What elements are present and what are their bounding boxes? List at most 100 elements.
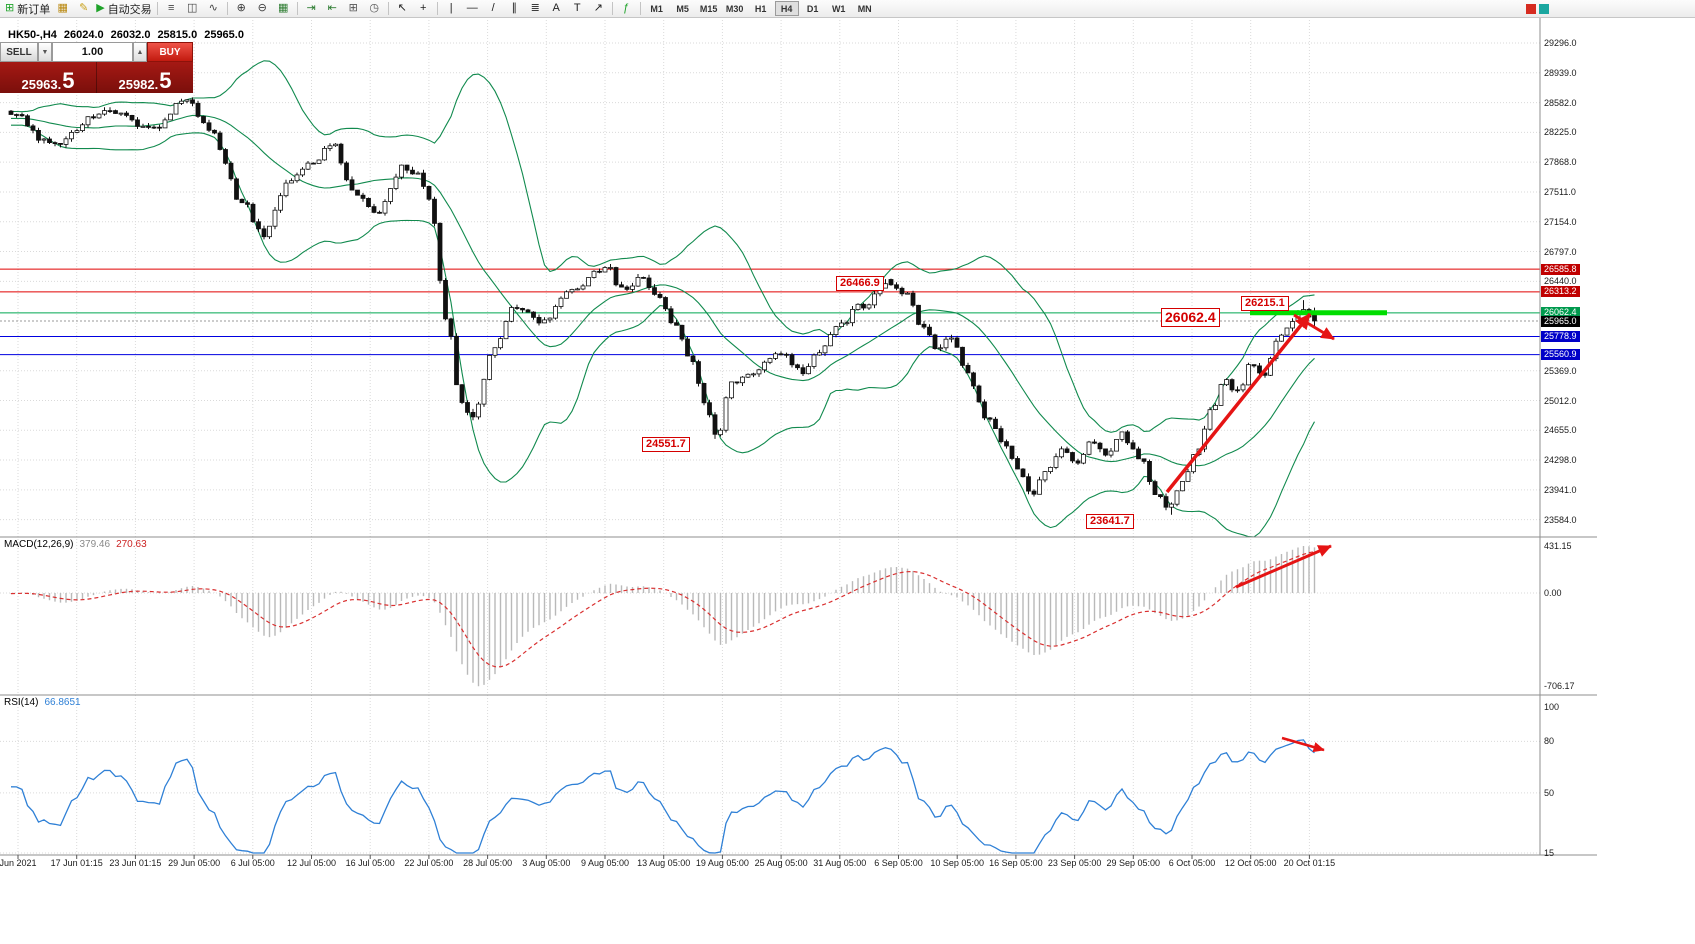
timeframe-h4-button[interactable]: H4 — [774, 1, 799, 16]
macd-signal-value: 270.63 — [116, 539, 147, 550]
volume-increase-button[interactable]: ▲ — [133, 42, 147, 62]
ohlc-close: 25965.0 — [204, 29, 244, 41]
macd-indicator-label: MACD(12,26,9) 379.46 270.63 — [4, 539, 153, 550]
toolbar-separator — [387, 2, 389, 15]
zoom-in-button[interactable]: ⊕ — [231, 1, 252, 17]
bollinger-middle-band — [11, 114, 1315, 467]
tile-windows-button[interactable]: ▦ — [273, 1, 294, 17]
pane-separators — [0, 18, 1597, 856]
sell-button[interactable]: SELL — [0, 42, 38, 62]
pullback-arrow[interactable] — [1293, 313, 1335, 341]
price-big-digit: 5 — [62, 68, 75, 94]
fibonacci-tool-button[interactable]: ≣ — [525, 1, 546, 17]
volume-input[interactable] — [52, 42, 133, 62]
channel-tool-button[interactable]: ∥ — [504, 1, 525, 17]
time-axis-ticks — [17, 855, 1310, 859]
timeframe-m30-button[interactable]: M30 — [723, 1, 747, 16]
period-menu-button[interactable]: ◷ — [364, 1, 385, 17]
bollinger-bands — [11, 60, 1315, 538]
metaeditor-icon: ✎ — [79, 2, 89, 14]
horizontal-line-tool-button[interactable]: — — [462, 1, 483, 17]
price-main-digits: 25982. — [118, 77, 159, 92]
metaeditor-button[interactable]: ✎ — [73, 1, 94, 17]
rsi-line — [10, 739, 1315, 854]
text-tool-icon: A — [552, 2, 560, 14]
timeframe-mn-button[interactable]: MN — [853, 1, 877, 16]
bar-chart-mode-icon: ≡ — [167, 2, 175, 14]
trade-prices-row: 25963. 5 25982. 5 — [0, 62, 193, 93]
candlestick-mode-icon: ◫ — [186, 2, 198, 14]
new-order-icon: ⊞ — [5, 2, 15, 14]
buy-price[interactable]: 25982. 5 — [96, 62, 193, 93]
symbol-period-label: HK50-,H4 — [8, 29, 57, 41]
rsi-value: 66.8651 — [44, 697, 81, 708]
rsi-momentum-arrow[interactable] — [1281, 736, 1325, 753]
sell-price[interactable]: 25963. 5 — [0, 62, 96, 93]
connection-indicator[interactable] — [1539, 4, 1549, 14]
timeframe-m15-button[interactable]: M15 — [697, 1, 721, 16]
indicators-button[interactable]: ƒ — [616, 1, 637, 17]
trendline-tool-button[interactable]: / — [483, 1, 504, 17]
toolbar-separator — [226, 2, 228, 15]
trend-arrows — [1165, 312, 1335, 753]
candlestick-series — [8, 97, 1317, 515]
volume-decrease-button[interactable]: ▼ — [38, 42, 52, 62]
price-rally-arrow[interactable] — [1165, 312, 1312, 494]
chart-grid — [0, 20, 1540, 855]
chart-shift-button[interactable]: ⇤ — [322, 1, 343, 17]
auto-scroll-button[interactable]: ⇥ — [301, 1, 322, 17]
bollinger-upper-band — [11, 60, 1315, 433]
zoom-out-icon: ⊖ — [257, 2, 267, 14]
trendline-tool-icon: / — [491, 2, 495, 14]
buy-button[interactable]: BUY — [147, 42, 193, 62]
indicators-icon: ƒ — [623, 2, 630, 14]
candlestick-mode-button[interactable]: ◫ — [182, 1, 203, 17]
vertical-line-tool-icon: | — [449, 2, 453, 14]
one-click-trading-panel: SELL ▼ ▲ BUY 25963.5 25982.5 — [0, 42, 193, 93]
macd-rally-arrow[interactable] — [1235, 544, 1332, 589]
zoom-out-button[interactable]: ⊖ — [252, 1, 273, 17]
new-chart-button[interactable]: ⊞ — [343, 1, 364, 17]
timeframe-d1-button[interactable]: D1 — [801, 1, 825, 16]
chart-profiles-button[interactable]: ▦ — [52, 1, 73, 17]
cursor-tool-icon: ↖ — [397, 2, 407, 14]
macd-signal-line — [10, 551, 1315, 668]
new-order-button[interactable]: ⊞ 新订单 — [3, 1, 52, 17]
arrow-tool-button[interactable]: ↗ — [588, 1, 609, 17]
crosshair-tool-button[interactable]: + — [413, 1, 434, 17]
toolbar-separator — [156, 2, 158, 15]
ohlc-high: 26032.0 — [110, 29, 151, 41]
macd-main-value: 379.46 — [79, 539, 111, 550]
period-menu-icon: ◷ — [369, 2, 379, 14]
toolbar-separator — [639, 2, 641, 15]
autotrading-button[interactable]: ▶ 自动交易 — [94, 1, 153, 17]
text-tool-button[interactable]: A — [546, 1, 567, 17]
bollinger-lower-band — [11, 124, 1315, 538]
price-main-digits: 25963. — [21, 77, 62, 92]
toolbar-separator — [296, 2, 298, 15]
timeframe-w1-button[interactable]: W1 — [827, 1, 851, 16]
news-indicator[interactable] — [1526, 4, 1536, 14]
macd-histogram — [10, 546, 1316, 687]
line-chart-mode-button[interactable]: ∿ — [203, 1, 224, 17]
line-chart-mode-icon: ∿ — [208, 2, 218, 14]
label-tool-button[interactable]: T — [567, 1, 588, 17]
toolbar-separator — [436, 2, 438, 15]
vertical-line-tool-button[interactable]: | — [441, 1, 462, 17]
arrow-tool-icon: ↗ — [593, 2, 603, 14]
new-chart-icon: ⊞ — [348, 2, 358, 14]
bar-chart-mode-button[interactable]: ≡ — [161, 1, 182, 17]
autotrading-label: 自动交易 — [107, 3, 152, 16]
autotrading-icon: ▶ — [96, 2, 105, 14]
toolbar: ⊞ 新订单 ▦ ✎ ▶ 自动交易 ≡ ◫ ∿ ⊕ ⊖ ▦ ⇥ ⇤ ⊞ ◷ ↖ + | — / ∥ ≣ A T ↗ ƒ M1 M5 M15 M… — [0, 0, 1695, 18]
chart-profiles-icon: ▦ — [57, 2, 68, 14]
crosshair-tool-icon: + — [419, 2, 427, 14]
trade-controls-row: SELL ▼ ▲ BUY — [0, 42, 193, 62]
timeframe-m5-button[interactable]: M5 — [671, 1, 695, 16]
rsi-indicator-label: RSI(14) 66.8651 — [4, 697, 87, 708]
cursor-tool-button[interactable]: ↖ — [392, 1, 413, 17]
channel-tool-icon: ∥ — [511, 2, 517, 14]
timeframe-m1-button[interactable]: M1 — [645, 1, 669, 16]
timeframe-h1-button[interactable]: H1 — [749, 1, 773, 16]
